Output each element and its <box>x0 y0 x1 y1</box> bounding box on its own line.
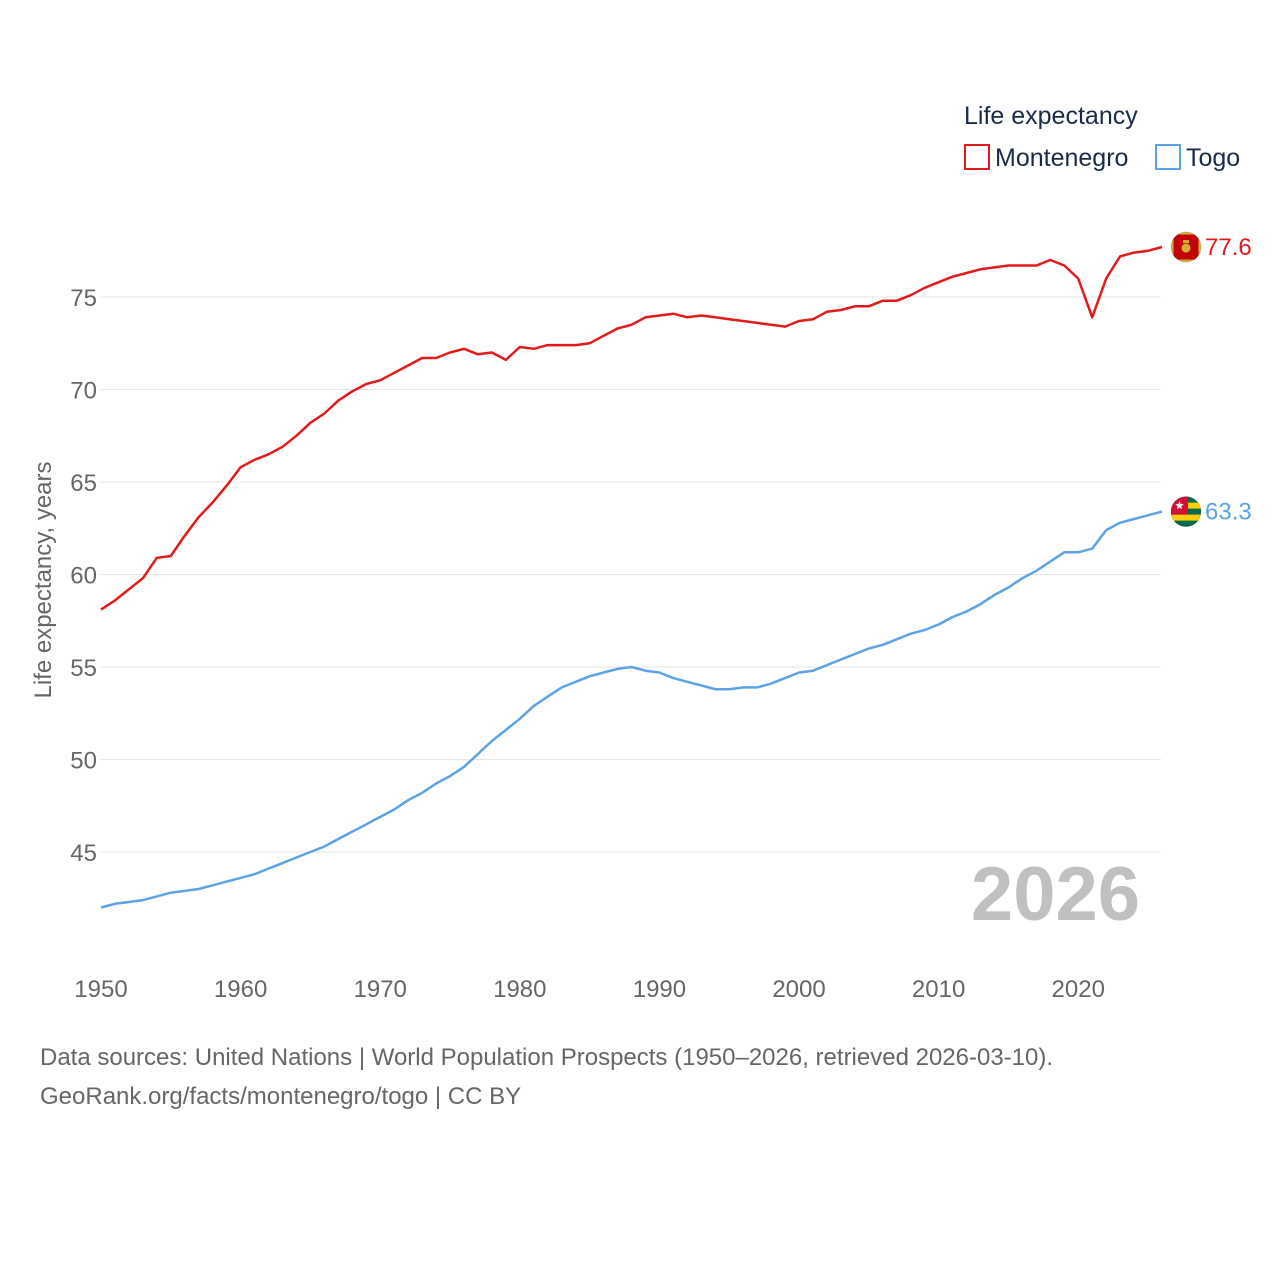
montenegro-flag-icon <box>1171 232 1201 263</box>
legend-item-togo[interactable]: Togo <box>1155 144 1240 172</box>
series-layer: 77.6 63.3 <box>100 231 1252 909</box>
x-tick-label: 2000 <box>772 976 825 1003</box>
x-tick-label: 1990 <box>633 976 686 1003</box>
legend-item-montenegro[interactable]: Montenegro <box>964 144 1128 172</box>
x-tick-label: 1950 <box>74 976 127 1003</box>
x-tick-label: 2020 <box>1052 976 1105 1003</box>
x-tick-label: 1980 <box>493 976 546 1003</box>
y-tick-label: 65 <box>70 470 97 497</box>
x-tick-label: 1970 <box>354 976 407 1003</box>
x-tick-label: 2010 <box>912 976 965 1003</box>
y-tick-label: 50 <box>70 748 97 775</box>
series-line-montenegro[interactable] <box>100 245 1163 611</box>
year-watermark: 2026 <box>971 852 1140 937</box>
legend-label-montenegro: Montenegro <box>995 144 1128 172</box>
source-line-1: Data sources: United Nations | World Pop… <box>40 1044 1054 1071</box>
grid-layer <box>101 296 1161 853</box>
y-tick-label: 70 <box>70 378 97 405</box>
series-montenegro[interactable]: 77.6 <box>100 231 1252 611</box>
legend-swatch-montenegro <box>964 144 990 170</box>
y-tick-label: 55 <box>70 655 97 682</box>
series-end-label-togo: 63.3 <box>1205 499 1252 526</box>
series-line-togo[interactable] <box>100 510 1163 909</box>
legend-label-togo: Togo <box>1186 144 1240 172</box>
x-tick-label: 1960 <box>214 976 267 1003</box>
y-axis-label: Life expectancy, years <box>30 461 57 698</box>
legend-swatch-togo <box>1155 144 1181 170</box>
y-tick-label: 60 <box>70 563 97 590</box>
legend-title: Life expectancy <box>964 102 1138 130</box>
y-tick-label: 45 <box>70 840 97 867</box>
series-togo[interactable]: 63.3 <box>100 496 1252 909</box>
source-line-2[interactable]: GeoRank.org/facts/montenegro/togo | CC B… <box>40 1083 522 1110</box>
series-end-label-montenegro: 77.6 <box>1205 234 1252 261</box>
y-axis-ticks: 45 50 55 60 65 70 75 <box>70 285 97 867</box>
x-axis-ticks: 1950 1960 1970 1980 1990 2000 2010 2020 <box>74 976 1105 1003</box>
y-tick-label: 75 <box>70 285 97 312</box>
